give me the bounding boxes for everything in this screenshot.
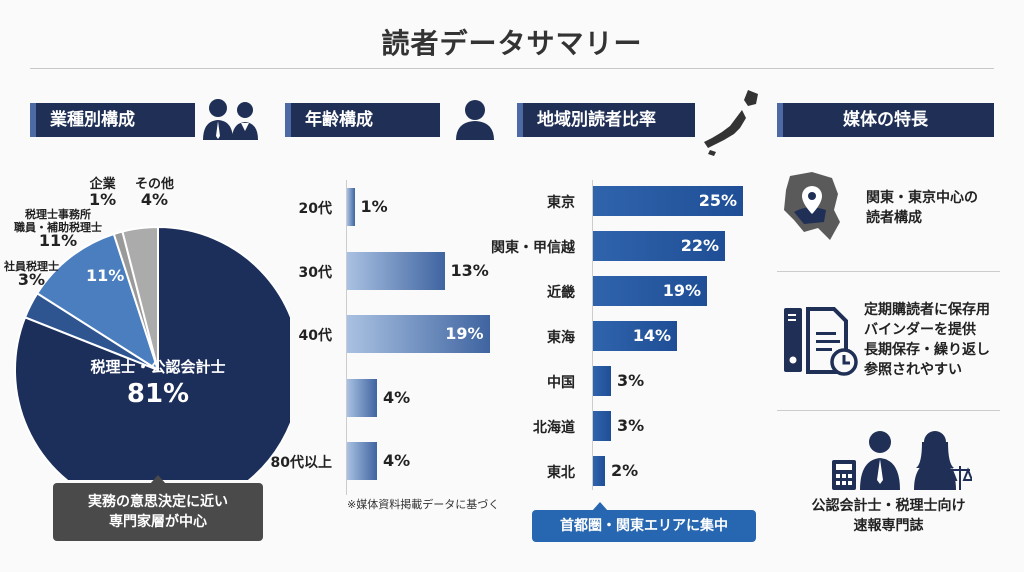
pie-slice	[14, 225, 290, 480]
value-label: 19%	[662, 281, 701, 300]
value-label: 4%	[383, 387, 411, 407]
industry-callout: 実務の意思決定に近い 専門家層が中心	[53, 483, 263, 541]
japan-map-icon	[704, 90, 758, 156]
value-label: 3%	[617, 371, 645, 390]
section-header-industry: 業種別構成	[30, 103, 195, 137]
feature-1-text: 関東・東京中心の 読者構成	[866, 190, 978, 226]
section-header-age: 年齢構成	[285, 103, 440, 137]
value-label: 14%	[632, 326, 671, 345]
callout-pointer	[150, 475, 166, 484]
region-axis	[592, 180, 593, 490]
feature-2-text: 定期購読者に保存用 バインダーを提供 長期保存・繰り返し 参照されやすい	[864, 302, 990, 378]
bar	[593, 231, 725, 261]
pie-slice	[121, 225, 159, 371]
category-label: 東北	[547, 465, 575, 481]
pie-label-kigyo: 企業 1%	[89, 177, 117, 209]
category-label: 北海道	[533, 420, 575, 436]
value-label: 19%	[445, 324, 484, 343]
value-label: 25%	[698, 191, 737, 210]
binder-document-clock-icon	[784, 307, 858, 376]
category-label: 80代以上	[270, 455, 332, 471]
category-label: 東海	[547, 330, 575, 346]
region-callout: 首都圏・関東エリアに集中	[532, 510, 756, 542]
category-label: 20代	[298, 201, 332, 217]
value-label: 2%	[611, 461, 639, 480]
section-header-features: 媒体の特長	[777, 103, 994, 137]
pie-label-staff: 税理士事務所 職員・補助税理士 11%	[14, 208, 102, 250]
page-title: 読者データサマリー	[381, 27, 643, 60]
callout-pointer	[592, 502, 608, 511]
feature-divider	[777, 271, 1000, 272]
business-people-icon	[203, 99, 258, 140]
kanto-map-pin-icon	[784, 172, 840, 240]
value-label: 1%	[360, 197, 388, 216]
bar	[593, 456, 605, 486]
pie-inner-label-11: 11%	[86, 266, 125, 285]
accountant-lawyer-icon	[832, 431, 972, 490]
bar	[593, 276, 707, 306]
value-label: 13%	[450, 260, 489, 280]
value-label: 22%	[680, 236, 719, 255]
category-label: 東京	[547, 195, 575, 211]
person-icon	[456, 100, 494, 140]
feature-3-text: 公認会計士・税理士向け 速報専門誌	[811, 498, 966, 534]
pie-slice	[35, 232, 160, 373]
pie-main-label: 税理士・公認会計士 81%	[90, 358, 226, 409]
feature-divider	[777, 410, 1000, 411]
bar	[347, 251, 445, 290]
bar	[593, 411, 611, 441]
section-header-region: 地域別読者比率	[517, 103, 695, 137]
category-label: 関東・甲信越	[491, 240, 575, 256]
age-axis	[346, 180, 347, 495]
bar	[347, 315, 490, 353]
category-label: 30代	[298, 264, 332, 281]
category-label: 近畿	[547, 285, 575, 301]
bar	[593, 321, 677, 351]
bar	[593, 366, 611, 396]
category-label: 40代	[298, 328, 332, 344]
industry-pie-chart	[14, 225, 290, 480]
bar	[593, 186, 743, 216]
value-label: 4%	[383, 451, 411, 470]
title-divider	[30, 68, 994, 69]
bar	[347, 442, 377, 480]
bar	[347, 378, 377, 417]
value-label: 3%	[617, 416, 645, 435]
category-label: 中国	[547, 375, 575, 391]
pie-label-employee: 社員税理士 3%	[4, 260, 59, 289]
pie-label-other: その他 4%	[135, 177, 175, 209]
age-note: ※媒体資料掲載データに基づく	[347, 498, 500, 511]
bar	[347, 188, 355, 226]
